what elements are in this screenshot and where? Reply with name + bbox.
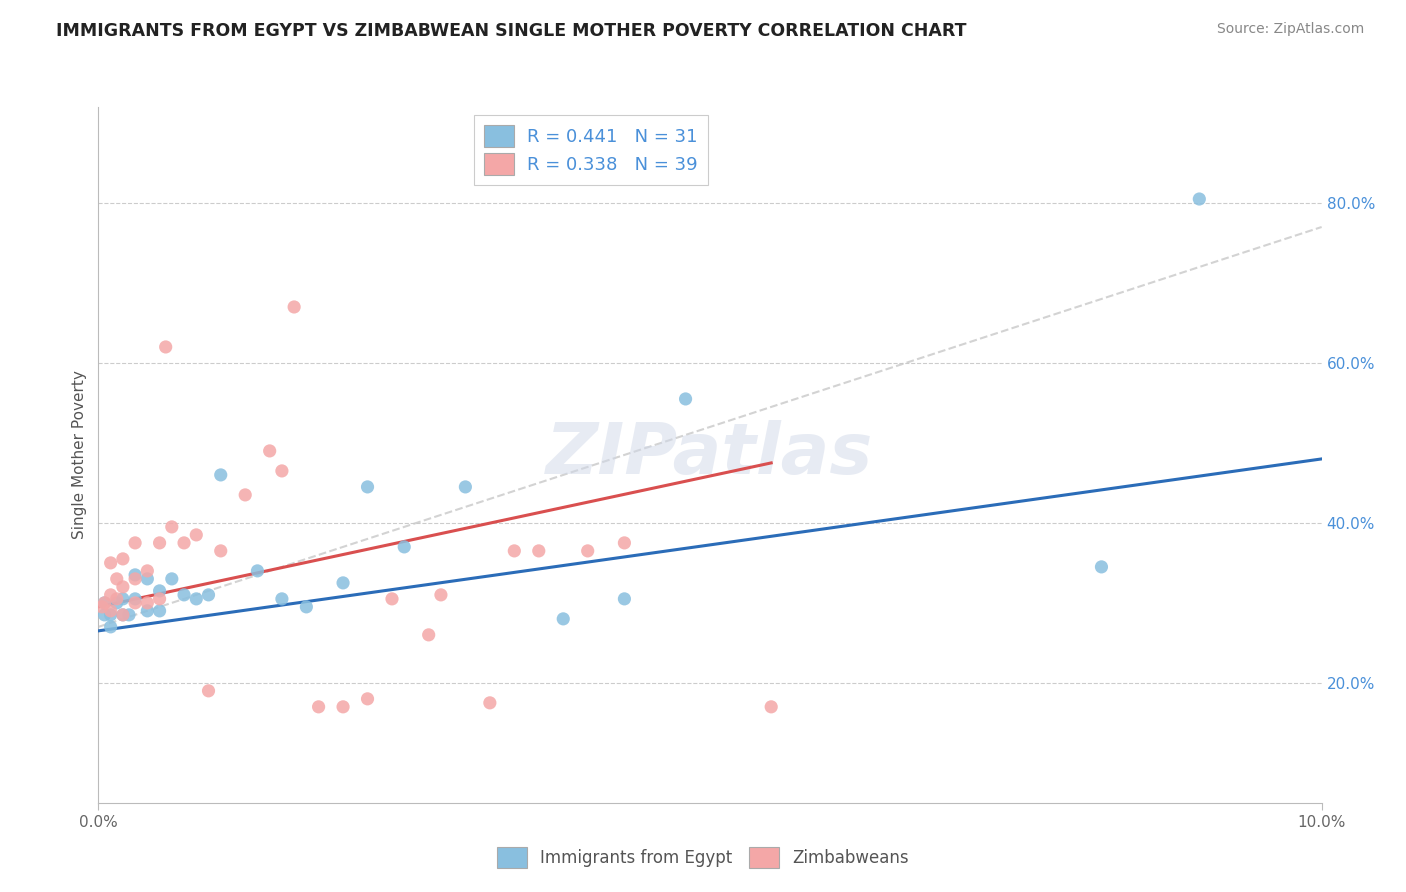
Point — [392, 540, 416, 554]
Point — [160, 520, 183, 534]
Point — [1090, 560, 1112, 574]
Point — [209, 467, 232, 482]
Point — [527, 544, 550, 558]
Point — [197, 683, 219, 698]
Point — [105, 572, 128, 586]
Point — [173, 588, 195, 602]
Point — [381, 591, 404, 606]
Point — [118, 607, 141, 622]
Point — [454, 480, 477, 494]
Point — [259, 444, 281, 458]
Point — [111, 607, 134, 622]
Point — [613, 591, 636, 606]
Text: IMMIGRANTS FROM EGYPT VS ZIMBABWEAN SINGLE MOTHER POVERTY CORRELATION CHART: IMMIGRANTS FROM EGYPT VS ZIMBABWEAN SING… — [56, 22, 967, 40]
Point — [149, 583, 172, 598]
Point — [100, 588, 122, 602]
Point — [93, 596, 115, 610]
Point — [270, 464, 292, 478]
Point — [503, 544, 526, 558]
Point — [100, 620, 122, 634]
Legend: R = 0.441   N = 31, R = 0.338   N = 39: R = 0.441 N = 31, R = 0.338 N = 39 — [474, 115, 707, 185]
Point — [246, 564, 269, 578]
Point — [93, 596, 115, 610]
Point — [124, 591, 146, 606]
Point — [105, 596, 128, 610]
Point — [613, 536, 636, 550]
Point — [553, 612, 575, 626]
Point — [93, 607, 115, 622]
Point — [124, 567, 146, 582]
Point — [100, 607, 122, 622]
Point — [124, 572, 146, 586]
Point — [675, 392, 697, 406]
Text: Source: ZipAtlas.com: Source: ZipAtlas.com — [1216, 22, 1364, 37]
Point — [149, 536, 172, 550]
Point — [209, 544, 232, 558]
Point — [270, 591, 292, 606]
Point — [160, 572, 183, 586]
Point — [111, 580, 134, 594]
Point — [356, 480, 378, 494]
Point — [100, 604, 122, 618]
Point — [186, 591, 208, 606]
Point — [430, 588, 453, 602]
Legend: Immigrants from Egypt, Zimbabweans: Immigrants from Egypt, Zimbabweans — [491, 840, 915, 875]
Point — [295, 599, 318, 614]
Point — [1188, 192, 1211, 206]
Text: ZIPatlas: ZIPatlas — [547, 420, 873, 490]
Point — [418, 628, 440, 642]
Point — [332, 699, 354, 714]
Point — [186, 528, 208, 542]
Point — [124, 536, 146, 550]
Point — [233, 488, 256, 502]
Point — [124, 596, 146, 610]
Point — [111, 607, 134, 622]
Point — [356, 691, 378, 706]
Point — [283, 300, 305, 314]
Point — [136, 604, 159, 618]
Point — [308, 699, 330, 714]
Point — [136, 564, 159, 578]
Point — [173, 536, 195, 550]
Point — [136, 572, 159, 586]
Point — [332, 575, 354, 590]
Point — [105, 591, 128, 606]
Point — [91, 599, 114, 614]
Point — [111, 591, 134, 606]
Point — [576, 544, 599, 558]
Point — [197, 588, 219, 602]
Point — [478, 696, 501, 710]
Y-axis label: Single Mother Poverty: Single Mother Poverty — [72, 370, 87, 540]
Point — [155, 340, 177, 354]
Point — [149, 604, 172, 618]
Point — [149, 591, 172, 606]
Point — [136, 596, 159, 610]
Point — [759, 699, 782, 714]
Point — [100, 556, 122, 570]
Point — [111, 552, 134, 566]
